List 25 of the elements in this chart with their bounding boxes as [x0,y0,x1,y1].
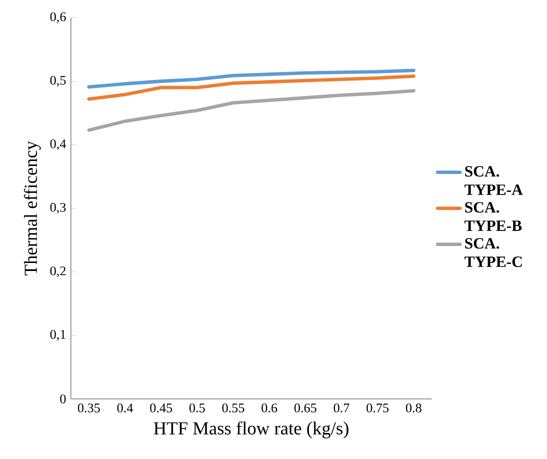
y-tick-label: 0,1 [50,330,66,341]
legend-label: SCA. TYPE-B [464,202,522,232]
legend-label: SCA. TYPE-C [464,238,522,268]
y-tick-label: 0 [60,394,66,404]
x-tick-label: 0.75 [366,404,389,413]
y-tick-label: 0,6 [50,12,66,24]
x-tick-label: 0.6 [262,404,278,413]
line-series [87,68,416,89]
x-tick-label: 0.8 [406,404,422,413]
x-tick-label: 0.4 [117,404,133,413]
y-tick-label: 0,2 [50,266,66,278]
line-series [87,74,416,101]
x-tick-label: 0.35 [78,404,100,413]
x-tick-label: 0.55 [222,404,244,413]
line-series [87,89,416,132]
x-tick-label: 0.45 [150,404,172,413]
x-axis-title: HTF Mass flow rate (kg/s) [154,422,348,439]
y-axis-title: Thermal efficency [24,141,41,276]
y-tick-label: 0,4 [50,140,66,150]
legend-label: SCA. TYPE-A [464,166,523,196]
y-tick-label: 0,3 [50,203,66,214]
x-tick-label: 0.7 [334,404,350,413]
x-tick-label: 0.65 [294,404,316,413]
x-tick-label: 0.5 [189,404,205,413]
y-tick-label: 0,5 [50,76,66,87]
